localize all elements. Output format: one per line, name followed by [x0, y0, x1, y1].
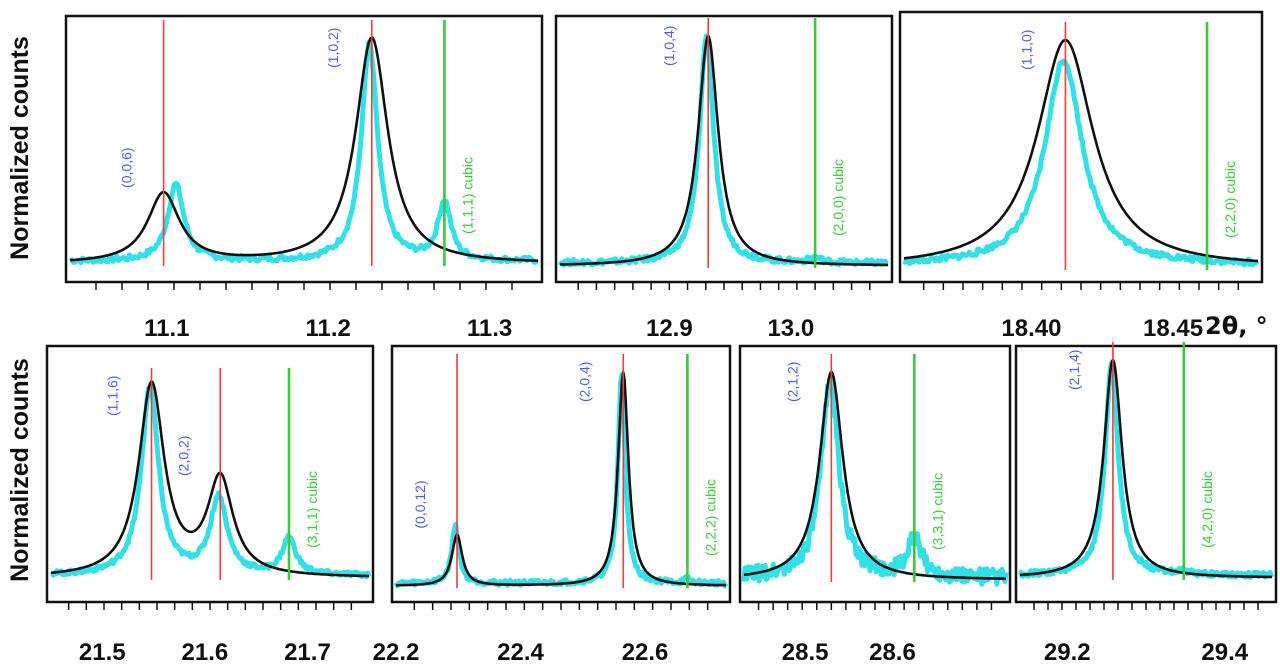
peak-label-6-1: (2,1,2) [784, 362, 800, 402]
tick-label-1-2: 11.2 [306, 315, 351, 342]
tick-label-5-1: 22.2 [373, 639, 420, 666]
calc-profile-7 [1019, 358, 1273, 579]
panel-frame-6 [738, 344, 1012, 604]
peak-label-4-2: (2,0,2) [175, 436, 191, 476]
exp-profile-1 [69, 39, 539, 266]
calc-profile-5 [396, 370, 726, 587]
calc-profile-3 [903, 38, 1259, 263]
calc-profile-4 [50, 380, 370, 578]
tick-label-7-1: 29.2 [1044, 639, 1091, 666]
calc-profile-2 [559, 35, 889, 267]
tick-label-3-2: 18.45 [1143, 315, 1203, 342]
tick-label-2-2: 13.0 [767, 315, 814, 342]
tick-label-3-1: 18.40 [1001, 315, 1061, 342]
peak-label-1-3: (1,1,1) cubic [459, 157, 475, 234]
calc-profile-6 [743, 370, 1007, 580]
exp-profile-3 [902, 58, 1260, 268]
panel-frame-5 [390, 344, 732, 604]
peak-label-5-3: (2,2,2) cubic [702, 479, 718, 556]
tick-label-5-2: 22.4 [497, 639, 544, 666]
peak-label-5-2: (2,0,4) [576, 362, 592, 402]
peak-label-7-2: (4,2,0) cubic [1199, 471, 1215, 548]
panel-frame-2 [554, 14, 894, 284]
chart-marks: 11.1 11.2 11.3 (0,0,6) (1,0,2) (1,1,1) cubic 1… [49, 18, 1275, 666]
exp-profile-4 [49, 384, 372, 580]
tick-label-4-2: 21.6 [182, 639, 229, 666]
y-axis-label-bottom: Normalized counts [6, 358, 34, 582]
tick-label-4-3: 21.7 [284, 639, 331, 666]
peak-label-3-1: (1,1,0) [1018, 30, 1034, 70]
panel-frame-7 [1014, 344, 1278, 604]
tick-label-6-2: 28.6 [869, 639, 916, 666]
peak-label-5-1: (0,0,12) [412, 480, 428, 528]
peak-label-3-2: (2,2,0) cubic [1222, 161, 1238, 238]
peak-label-4-3: (3,1,1) cubic [304, 471, 320, 548]
tick-label-2-1: 12.9 [646, 315, 693, 342]
tick-label-4-1: 21.5 [79, 639, 126, 666]
peak-label-1-1: (0,0,6) [119, 147, 135, 187]
tick-label-6-1: 28.5 [782, 639, 829, 666]
panel-frame-1 [64, 14, 544, 284]
tick-label-1-1: 11.1 [144, 315, 189, 342]
peak-label-1-2: (1,0,2) [325, 28, 341, 68]
peak-label-2-1: (1,0,4) [661, 26, 677, 66]
tick-label-1-3: 11.3 [467, 315, 512, 342]
x-unit-label: 2θ, ° [1205, 312, 1268, 340]
tick-label-5-3: 22.6 [622, 639, 669, 666]
peak-label-6-2: (3,3,1) cubic [929, 473, 945, 550]
peak-label-7-1: (2,1,4) [1066, 350, 1082, 390]
y-axis-label-top: Normalized counts [6, 36, 34, 260]
peak-label-2-2: (2,0,0) cubic [830, 159, 846, 236]
calc-profile-1 [69, 36, 539, 263]
tick-label-7-2: 29.4 [1201, 639, 1248, 666]
exp-profile-6 [741, 377, 1009, 587]
peak-label-4-1: (1,1,6) [105, 376, 121, 416]
